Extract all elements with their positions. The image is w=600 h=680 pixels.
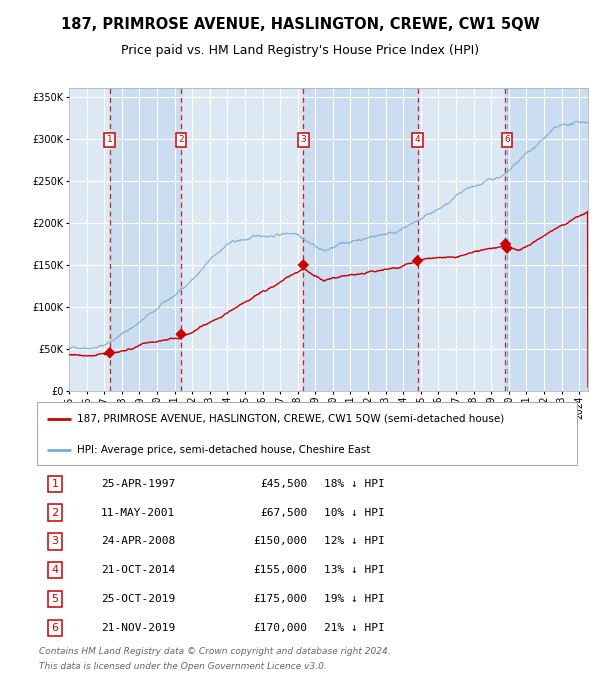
Text: £175,000: £175,000 (254, 594, 308, 605)
Text: 10% ↓ HPI: 10% ↓ HPI (324, 507, 385, 517)
Text: 5: 5 (52, 594, 59, 605)
Text: 2: 2 (178, 135, 184, 144)
Text: 6: 6 (52, 623, 59, 633)
Text: 25-OCT-2019: 25-OCT-2019 (101, 594, 175, 605)
Text: 21-OCT-2014: 21-OCT-2014 (101, 565, 175, 575)
Text: 18% ↓ HPI: 18% ↓ HPI (324, 479, 385, 489)
Text: 13% ↓ HPI: 13% ↓ HPI (324, 565, 385, 575)
Text: 25-APR-1997: 25-APR-1997 (101, 479, 175, 489)
Text: £155,000: £155,000 (254, 565, 308, 575)
Text: 187, PRIMROSE AVENUE, HASLINGTON, CREWE, CW1 5QW: 187, PRIMROSE AVENUE, HASLINGTON, CREWE,… (61, 17, 539, 32)
Text: Contains HM Land Registry data © Crown copyright and database right 2024.: Contains HM Land Registry data © Crown c… (39, 647, 391, 656)
Text: This data is licensed under the Open Government Licence v3.0.: This data is licensed under the Open Gov… (39, 662, 327, 671)
Point (105, 347, 115, 358)
Point (176, 329, 186, 340)
Bar (505, 88, 588, 391)
Text: 1: 1 (52, 479, 59, 489)
Bar (110, 88, 181, 391)
Text: 4: 4 (52, 565, 59, 575)
Point (299, 260, 308, 271)
Point (413, 255, 422, 266)
Text: 24-APR-2008: 24-APR-2008 (101, 537, 175, 547)
Text: 21% ↓ HPI: 21% ↓ HPI (324, 623, 385, 633)
Text: 21-NOV-2019: 21-NOV-2019 (101, 623, 175, 633)
Text: Price paid vs. HM Land Registry's House Price Index (HPI): Price paid vs. HM Land Registry's House … (121, 44, 479, 57)
Text: 3: 3 (52, 537, 59, 547)
Text: HPI: Average price, semi-detached house, Cheshire East: HPI: Average price, semi-detached house,… (77, 445, 370, 455)
Text: 11-MAY-2001: 11-MAY-2001 (101, 507, 175, 517)
Text: 3: 3 (301, 135, 306, 144)
Text: 12% ↓ HPI: 12% ↓ HPI (324, 537, 385, 547)
Text: 187, PRIMROSE AVENUE, HASLINGTON, CREWE, CW1 5QW (semi-detached house): 187, PRIMROSE AVENUE, HASLINGTON, CREWE,… (77, 413, 504, 424)
Bar (304, 88, 418, 391)
FancyBboxPatch shape (37, 403, 577, 464)
Point (502, 243, 512, 254)
Text: 1: 1 (107, 135, 113, 144)
Point (500, 239, 510, 250)
Text: 2: 2 (52, 507, 59, 517)
Text: £150,000: £150,000 (254, 537, 308, 547)
Text: £67,500: £67,500 (260, 507, 308, 517)
Text: £170,000: £170,000 (254, 623, 308, 633)
Text: 6: 6 (504, 135, 510, 144)
Text: £45,500: £45,500 (260, 479, 308, 489)
Text: 19% ↓ HPI: 19% ↓ HPI (324, 594, 385, 605)
Text: 4: 4 (415, 135, 421, 144)
